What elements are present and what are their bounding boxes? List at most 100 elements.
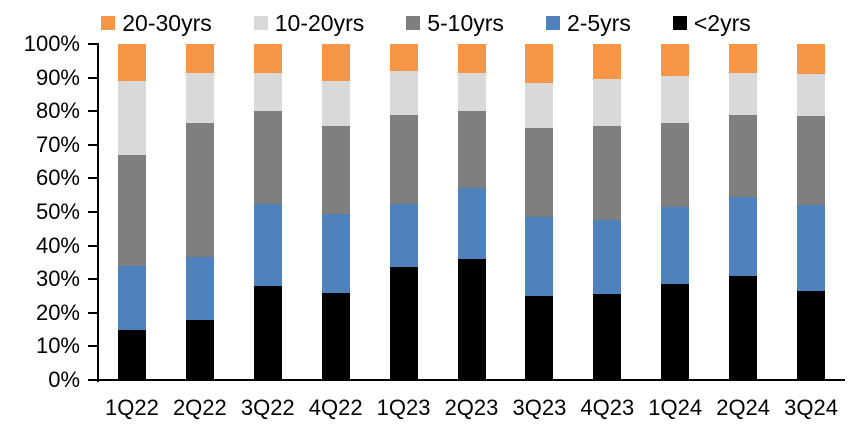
y-axis-tick: [88, 43, 98, 45]
y-axis-tick-label: 60%: [35, 165, 80, 191]
legend-item-2yrs: <2yrs: [672, 10, 751, 36]
bar-segment-20-30yrs-1q22: [117, 44, 146, 81]
legend-label-20-30yrs: 20-30yrs: [122, 10, 212, 36]
x-axis-category-label: 2Q23: [444, 395, 499, 420]
chart-legend: 20-30yrs 10-20yrs 5-10yrs 2-5yrs <2yrs: [0, 10, 852, 36]
x-axis-category-label: 4Q22: [308, 395, 363, 420]
legend-item-20-30yrs: 20-30yrs: [101, 10, 212, 36]
legend-label-10-20yrs: 10-20yrs: [274, 10, 365, 36]
y-axis-tick-label: 90%: [35, 64, 80, 90]
x-axis-category-label: 3Q24: [784, 395, 838, 420]
bar-segment-20-30yrs-3q24: [797, 44, 826, 75]
bar-segment-10-20yrs-3q22: [253, 72, 282, 112]
x-axis-category-label: 1Q23: [376, 395, 431, 420]
y-axis-tick: [88, 177, 98, 180]
y-axis-tick: [88, 311, 98, 314]
bar-segment-20-30yrs-2q22: [185, 44, 214, 73]
bar-segment-20-30yrs-1q24: [661, 44, 690, 76]
legend-swatch-2yrs: [672, 16, 687, 30]
y-axis-tick: [88, 278, 98, 281]
legend-label-5-10yrs: 5-10yrs: [427, 10, 504, 36]
y-axis-tick-label: 10%: [35, 333, 80, 359]
bar-segment-2-5yrs-3q24: [797, 205, 826, 291]
legend-swatch-5-10yrs: [406, 16, 421, 30]
bar-segment-10-20yrs-4q23: [593, 79, 622, 127]
bar-segment-2yrs-2q24: [729, 275, 758, 380]
y-axis-tick-label: 30%: [35, 266, 80, 292]
x-axis-line: [97, 379, 845, 381]
bar-segment-10-20yrs-1q22: [117, 80, 146, 155]
bar-segment-10-20yrs-3q24: [797, 74, 826, 117]
bar-segment-2yrs-1q22: [117, 329, 146, 380]
bar-segment-2yrs-2q23: [457, 259, 486, 380]
bar-segment-2-5yrs-1q22: [117, 265, 146, 330]
bar-segment-2-5yrs-3q22: [253, 203, 282, 286]
bar-segment-2-5yrs-3q23: [525, 217, 554, 296]
bar-segment-5-10yrs-3q24: [797, 116, 826, 206]
bar-segment-10-20yrs-2q22: [185, 72, 214, 123]
bar-segment-2yrs-2q22: [185, 319, 214, 380]
legend-item-5-10yrs: 5-10yrs: [406, 10, 504, 36]
bar-segment-5-10yrs-3q23: [525, 128, 554, 218]
y-axis-tick-label: 20%: [35, 299, 80, 325]
y-axis-tick-label: 100%: [23, 31, 80, 56]
y-axis-line: [97, 43, 99, 382]
bar-segment-20-30yrs-2q24: [729, 44, 758, 73]
bar-segment-2-5yrs-4q22: [321, 213, 350, 293]
bar-segment-20-30yrs-2q23: [457, 44, 486, 73]
x-axis-category-label: 1Q24: [648, 395, 703, 420]
bar-segment-5-10yrs-3q22: [253, 111, 282, 204]
bar-segment-5-10yrs-1q24: [661, 122, 690, 207]
x-axis-category-label: 1Q22: [105, 395, 159, 420]
y-axis-tick: [88, 110, 98, 113]
bar-segment-2yrs-4q23: [593, 294, 622, 380]
legend-label-2yrs: <2yrs: [693, 10, 751, 36]
bar-segment-5-10yrs-4q22: [321, 126, 350, 214]
bar-segment-20-30yrs-3q23: [525, 44, 554, 83]
bar-segment-5-10yrs-1q23: [389, 114, 418, 204]
y-axis-tick: [88, 211, 98, 213]
bar-segment-2yrs-3q24: [797, 290, 826, 380]
bar-segment-2-5yrs-1q24: [661, 206, 690, 285]
legend-swatch-10-20yrs: [253, 16, 268, 30]
legend-item-10-20yrs: 10-20yrs: [253, 10, 365, 36]
bar-segment-5-10yrs-1q22: [117, 154, 146, 266]
x-axis-category-label: 2Q24: [716, 395, 771, 420]
bar-segment-10-20yrs-2q24: [729, 72, 758, 115]
y-axis-tick-label: 0%: [48, 367, 80, 392]
x-axis-category-label: 4Q23: [580, 395, 635, 420]
bar-segment-10-20yrs-3q23: [525, 82, 554, 128]
legend-swatch-20-30yrs: [101, 16, 116, 30]
y-axis-tick-label: 70%: [35, 131, 80, 157]
y-axis-tick: [88, 76, 98, 79]
y-axis-tick-label: 80%: [35, 98, 80, 124]
legend-label-2-5yrs: 2-5yrs: [566, 10, 631, 36]
legend-item-2-5yrs: 2-5yrs: [545, 10, 631, 36]
bar-segment-5-10yrs-2q22: [185, 122, 214, 258]
bar-segment-5-10yrs-2q23: [457, 111, 486, 189]
bar-segment-2-5yrs-2q24: [729, 196, 758, 276]
x-axis-category-label: 3Q23: [512, 395, 567, 420]
legend-swatch-2-5yrs: [545, 16, 560, 30]
bar-segment-2-5yrs-1q23: [389, 203, 418, 268]
bar-segment-2-5yrs-2q22: [185, 257, 214, 320]
x-axis-category-label: 2Q22: [172, 395, 227, 420]
y-axis-tick: [88, 345, 98, 348]
y-axis-tick: [88, 244, 98, 247]
y-axis-tick-label: 50%: [35, 199, 80, 224]
y-axis-tick: [88, 379, 98, 381]
bar-segment-2-5yrs-2q23: [457, 188, 486, 260]
bar-segment-20-30yrs-4q22: [321, 44, 350, 81]
bar-segment-5-10yrs-4q23: [593, 126, 622, 221]
bar-segment-2yrs-3q22: [253, 285, 282, 380]
y-axis-tick: [88, 143, 98, 146]
bar-segment-2-5yrs-4q23: [593, 220, 622, 295]
x-axis-category-label: 3Q22: [240, 395, 295, 420]
bar-segment-10-20yrs-2q23: [457, 72, 486, 112]
bar-segment-10-20yrs-1q23: [389, 70, 418, 115]
bar-segment-2yrs-1q24: [661, 284, 690, 380]
bar-segment-2yrs-1q23: [389, 267, 418, 380]
bar-segment-2yrs-4q22: [321, 292, 350, 380]
